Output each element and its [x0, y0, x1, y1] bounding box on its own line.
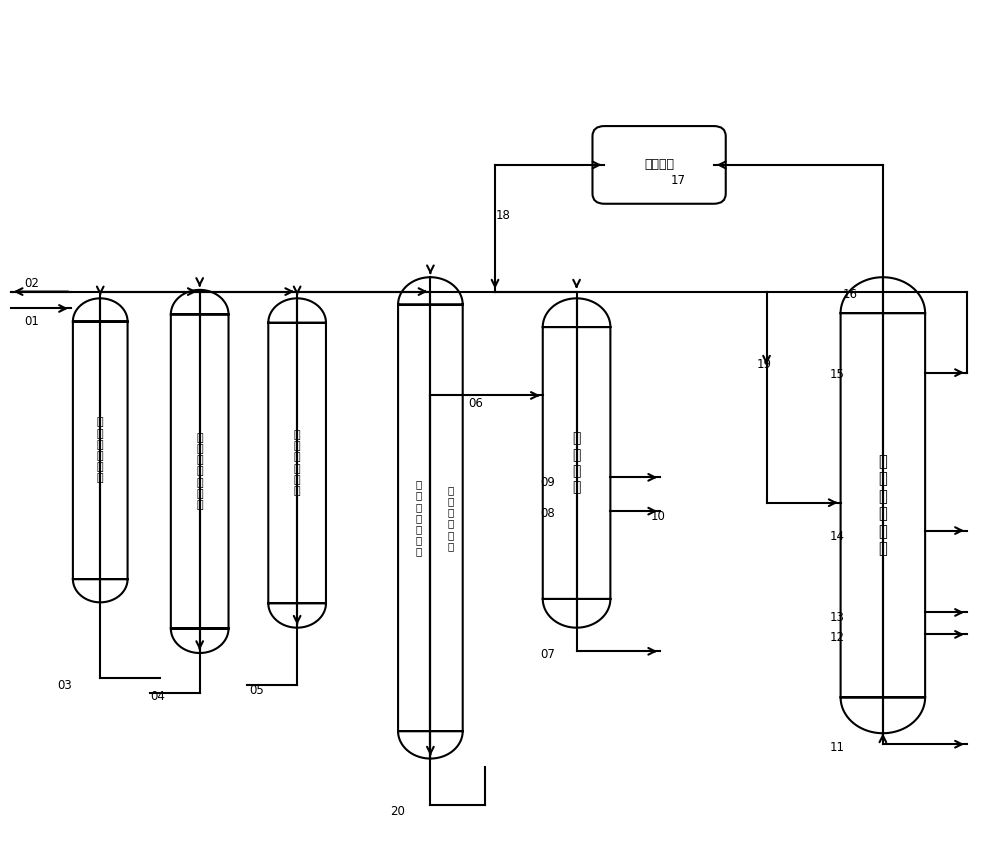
- Text: 脱
残
碳
剂
及
其
它: 脱 残 碳 剂 及 其 它: [415, 479, 422, 557]
- Text: 03: 03: [57, 678, 72, 692]
- Text: 19: 19: [757, 358, 772, 371]
- Text: 20: 20: [391, 805, 405, 819]
- Polygon shape: [398, 277, 463, 758]
- Polygon shape: [268, 298, 326, 627]
- Text: 12: 12: [830, 632, 845, 644]
- Text: 08: 08: [540, 507, 555, 520]
- Polygon shape: [543, 298, 610, 627]
- Text: 13: 13: [830, 611, 845, 624]
- Text: 脱
金
属
剂
反
应
器: 脱 金 属 剂 反 应 器: [196, 433, 203, 510]
- Text: 10: 10: [651, 510, 666, 523]
- Text: 06: 06: [468, 398, 483, 411]
- Text: 18: 18: [496, 209, 511, 222]
- Text: 05: 05: [249, 684, 264, 698]
- FancyBboxPatch shape: [592, 126, 726, 204]
- Polygon shape: [73, 298, 128, 603]
- Text: 16: 16: [843, 287, 858, 301]
- Text: 脱
硫
剂
反
应
器: 脱 硫 剂 反 应 器: [294, 430, 300, 496]
- Text: 15: 15: [830, 368, 845, 381]
- Text: 11: 11: [830, 741, 845, 754]
- Text: 14: 14: [830, 530, 845, 543]
- Text: 09: 09: [540, 476, 555, 489]
- Text: 07: 07: [540, 649, 555, 661]
- Text: 保
护
剂
反
应
器: 保 护 剂 反 应 器: [97, 417, 104, 484]
- Text: 催
化
裂
化
装
置: 催 化 裂 化 装 置: [878, 454, 887, 556]
- Text: 01: 01: [25, 315, 40, 328]
- Text: 04: 04: [150, 690, 165, 704]
- Text: 预处理器: 预处理器: [644, 158, 674, 172]
- Text: 催
化
剂
反
应
器: 催 化 剂 反 应 器: [447, 484, 453, 551]
- Text: 02: 02: [25, 276, 40, 290]
- Polygon shape: [171, 290, 229, 653]
- Polygon shape: [841, 277, 925, 734]
- Text: 17: 17: [671, 173, 686, 187]
- Text: 分
离
装
置: 分 离 装 置: [572, 432, 581, 495]
